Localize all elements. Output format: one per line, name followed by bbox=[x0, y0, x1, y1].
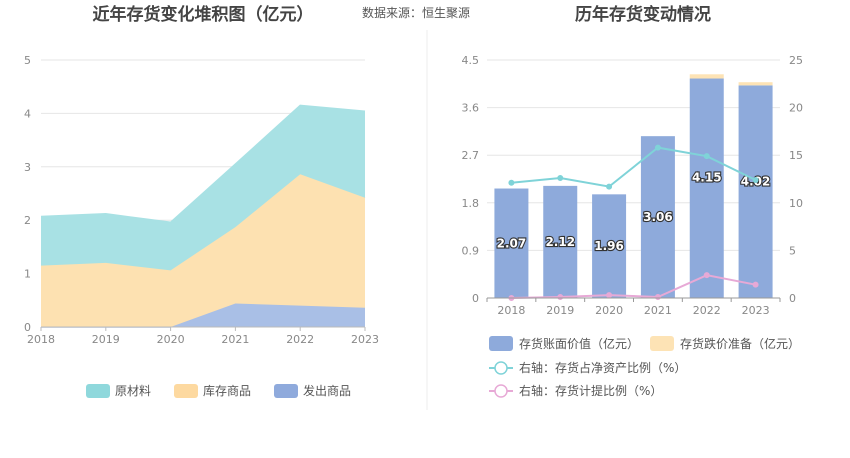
line-point bbox=[752, 176, 759, 183]
reserve-bar bbox=[738, 82, 773, 86]
bar-y-tick-label: 0 bbox=[472, 292, 479, 305]
bar-y2-tick-label: 0 bbox=[789, 292, 796, 305]
area-y-tick-label: 1 bbox=[24, 268, 31, 281]
bar-data-label: 2.07 bbox=[497, 236, 527, 250]
inventory-bar bbox=[689, 78, 724, 298]
bar-y2-tick-label: 20 bbox=[789, 102, 803, 115]
line-point bbox=[654, 294, 661, 301]
area-legend-swatch bbox=[274, 384, 298, 398]
area-legend-label: 原材料 bbox=[115, 384, 151, 398]
area-series-3 bbox=[41, 105, 365, 271]
area-y-tick-label: 5 bbox=[24, 54, 31, 67]
area-y-tick-label: 0 bbox=[24, 321, 31, 334]
area-legend-swatch bbox=[86, 384, 110, 398]
area-y-tick-label: 2 bbox=[24, 214, 31, 227]
inventory-bar bbox=[494, 188, 529, 298]
line-point bbox=[606, 292, 613, 299]
bar-y-tick-label: 0.9 bbox=[462, 244, 480, 257]
bar-legend-swatch bbox=[650, 336, 674, 351]
area-x-tick-label: 2021 bbox=[221, 333, 249, 346]
bar-data-label: 4.15 bbox=[692, 171, 722, 185]
bar-x-tick-label: 2018 bbox=[497, 304, 525, 317]
area-legend-label: 库存商品 bbox=[203, 383, 251, 398]
area-x-tick-label: 2018 bbox=[27, 333, 55, 346]
line-legend-label: 右轴：存货占净资产比例（%） bbox=[519, 360, 686, 375]
area-x-tick-label: 2022 bbox=[286, 333, 314, 346]
line-point bbox=[557, 294, 564, 301]
area-legend-swatch bbox=[174, 384, 198, 398]
area-chart-title: 近年存货变化堆积图（亿元） bbox=[93, 4, 314, 25]
line-series-1 bbox=[511, 146, 757, 188]
line-point bbox=[752, 281, 759, 288]
line-point bbox=[557, 175, 564, 182]
bar-legend-label: 存货跌价准备（亿元） bbox=[680, 336, 800, 351]
bar-y2-tick-label: 15 bbox=[789, 149, 803, 162]
source-name: 恒生聚源 bbox=[422, 6, 470, 20]
line-point bbox=[654, 144, 661, 151]
line-series-2 bbox=[511, 274, 756, 299]
area-series-edge bbox=[40, 104, 366, 224]
bar-legend-swatch bbox=[489, 336, 513, 351]
line-legend-marker bbox=[494, 361, 508, 375]
inventory-bar bbox=[738, 85, 773, 299]
area-y-tick-label: 3 bbox=[24, 161, 31, 174]
bar-y-tick-label: 4.5 bbox=[462, 54, 480, 67]
bar-x-tick-label: 2022 bbox=[693, 304, 721, 317]
source-prefix: 数据来源： bbox=[362, 5, 422, 20]
inventory-bar bbox=[640, 136, 675, 298]
bar-chart: 0 0.9 1.8 2.7 3.6 4.5 0 5 10 15 20 25 2.07 2.12 1.96 3.… bbox=[462, 54, 804, 398]
line-point bbox=[606, 183, 613, 190]
bar-y-tick-label: 2.7 bbox=[462, 149, 480, 162]
bar-chart-title: 历年存货变动情况 bbox=[575, 4, 711, 25]
area-x-tick-label: 2019 bbox=[92, 333, 120, 346]
line-point bbox=[703, 272, 710, 279]
bar-x-tick-label: 2019 bbox=[546, 304, 574, 317]
area-y-tick-label: 4 bbox=[24, 107, 31, 120]
area-x-tick-label: 2020 bbox=[157, 333, 185, 346]
bar-data-label: 1.96 bbox=[594, 239, 624, 253]
bar-y2-tick-label: 5 bbox=[789, 244, 796, 257]
area-chart: 0 1 2 3 4 5 2018 2019 2020 2021 2022 2023 原材料 库存商品 发出商… bbox=[24, 54, 379, 398]
bar-x-tick-label: 2020 bbox=[595, 304, 623, 317]
reserve-bar bbox=[689, 74, 724, 79]
inventory-bar bbox=[543, 185, 578, 298]
area-x-tick-label: 2023 bbox=[351, 333, 379, 346]
bar-legend-label: 存货账面价值（亿元） bbox=[519, 336, 639, 351]
inventory-bar bbox=[592, 194, 627, 298]
line-point bbox=[703, 153, 710, 160]
data-source: 数据来源：恒生聚源 bbox=[362, 5, 470, 20]
bar-data-label: 2.12 bbox=[545, 235, 575, 249]
bar-y2-tick-label: 10 bbox=[789, 197, 803, 210]
line-legend-label: 右轴：存货计提比例（%） bbox=[519, 383, 662, 398]
line-point bbox=[508, 179, 515, 186]
bar-data-label: 3.06 bbox=[643, 210, 673, 224]
bar-y-tick-label: 1.8 bbox=[462, 197, 480, 210]
bar-y-tick-label: 3.6 bbox=[462, 102, 480, 115]
bar-x-tick-label: 2023 bbox=[742, 304, 770, 317]
bar-y2-tick-label: 25 bbox=[789, 54, 803, 67]
line-legend-marker bbox=[494, 384, 508, 398]
area-series-2 bbox=[41, 174, 365, 327]
bar-x-tick-label: 2021 bbox=[644, 304, 672, 317]
area-legend-label: 发出商品 bbox=[303, 383, 351, 398]
